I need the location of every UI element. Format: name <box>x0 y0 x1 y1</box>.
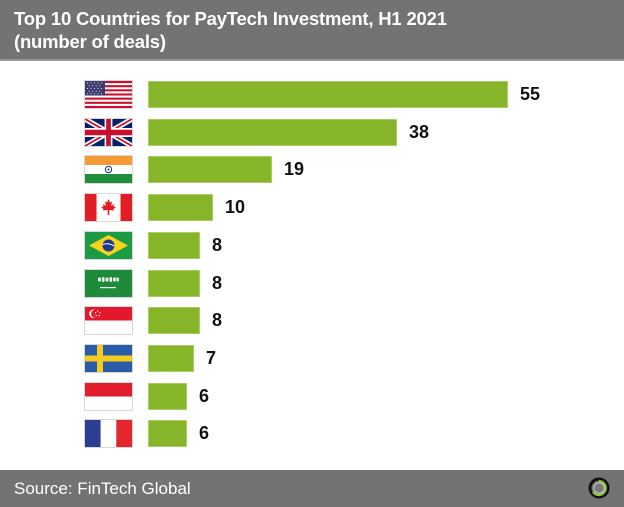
bar-value-label: 8 <box>212 234 223 255</box>
bar-row: 6 <box>0 420 624 448</box>
bar <box>148 420 187 448</box>
bar-value-label: 19 <box>284 159 305 180</box>
bar-row: 19 <box>0 156 624 184</box>
canada-flag-icon <box>85 194 132 222</box>
bar-value-label: 6 <box>199 423 210 444</box>
uk-flag-icon <box>85 118 132 146</box>
saudi-arabia-flag-icon <box>85 269 132 297</box>
bar <box>148 344 194 372</box>
bar-value-label: 8 <box>212 272 223 293</box>
brazil-flag-icon <box>85 231 132 259</box>
bar-row: 8 <box>0 231 624 259</box>
bar <box>148 307 200 335</box>
bar-row: 8 <box>0 269 624 297</box>
indonesia-flag-icon <box>85 382 132 410</box>
bar <box>148 156 272 184</box>
fintech-global-logo-icon <box>588 477 610 499</box>
bar-value-label: 7 <box>206 347 217 368</box>
bar-row: 7 <box>0 344 624 372</box>
bar-value-label: 55 <box>520 84 541 104</box>
bar-value-label: 6 <box>199 385 210 406</box>
singapore-flag-icon <box>85 307 132 335</box>
bar-row: 6 <box>0 382 624 410</box>
bar-value-label: 38 <box>409 121 430 142</box>
us-flag-icon <box>85 81 132 108</box>
france-flag-icon <box>85 420 132 448</box>
bar <box>148 81 508 108</box>
chart-title-line1: Top 10 Countries for PayTech Investment,… <box>14 8 447 29</box>
source-text: Source: FinTech Global <box>14 479 191 498</box>
bar-row: 55 <box>0 81 624 108</box>
chart-header: Top 10 Countries for PayTech Investment,… <box>0 0 624 61</box>
bar-row: 10 <box>0 194 624 222</box>
bar-value-label: 8 <box>212 310 223 331</box>
bar <box>148 118 397 146</box>
chart-title-line2: (number of deals) <box>14 31 166 52</box>
chart-footer: Source: FinTech Global <box>0 470 624 507</box>
bar-row: 8 <box>0 307 624 335</box>
india-flag-icon <box>85 156 132 184</box>
bar <box>148 231 200 259</box>
chart-title: Top 10 Countries for PayTech Investment,… <box>14 7 447 53</box>
bar <box>148 269 200 297</box>
bar <box>148 194 213 222</box>
bar <box>148 382 187 410</box>
bar-row: 38 <box>0 118 624 146</box>
sweden-flag-icon <box>85 344 132 372</box>
bar-value-label: 10 <box>225 197 246 218</box>
